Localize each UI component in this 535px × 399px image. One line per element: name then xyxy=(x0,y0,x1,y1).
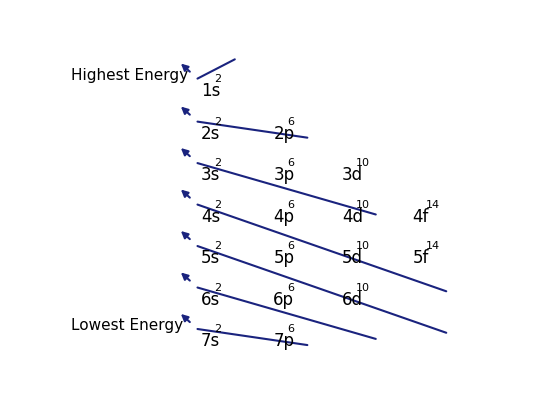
Text: 5d: 5d xyxy=(342,249,363,267)
Text: 4d: 4d xyxy=(342,207,363,226)
Text: 6: 6 xyxy=(287,283,294,293)
Text: Highest Energy: Highest Energy xyxy=(71,68,188,83)
Text: 10: 10 xyxy=(355,241,370,251)
Text: 2: 2 xyxy=(215,200,221,210)
Text: 10: 10 xyxy=(355,158,370,168)
Text: 6: 6 xyxy=(287,200,294,210)
Text: 6s: 6s xyxy=(201,290,220,308)
Text: 5p: 5p xyxy=(273,249,294,267)
Text: 14: 14 xyxy=(426,200,440,210)
Text: 2: 2 xyxy=(215,283,221,293)
Text: 2: 2 xyxy=(215,117,221,127)
Text: 6d: 6d xyxy=(342,290,363,308)
Text: 6: 6 xyxy=(287,241,294,251)
Text: 2p: 2p xyxy=(273,124,294,143)
Text: 4f: 4f xyxy=(412,207,429,226)
Text: 2: 2 xyxy=(215,241,221,251)
Text: 2: 2 xyxy=(215,74,221,84)
Text: 3s: 3s xyxy=(201,166,220,184)
Text: 2: 2 xyxy=(215,158,221,168)
Text: 5s: 5s xyxy=(201,249,220,267)
Text: 6: 6 xyxy=(287,324,294,334)
Text: 2s: 2s xyxy=(201,124,220,143)
Text: Lowest Energy: Lowest Energy xyxy=(71,318,183,333)
Text: 6p: 6p xyxy=(273,290,294,308)
Text: 3d: 3d xyxy=(342,166,363,184)
Text: 1s: 1s xyxy=(201,82,220,100)
Text: 10: 10 xyxy=(355,283,370,293)
Text: 14: 14 xyxy=(426,241,440,251)
Text: 7p: 7p xyxy=(273,332,294,350)
Text: 4s: 4s xyxy=(201,207,220,226)
Text: 2: 2 xyxy=(215,324,221,334)
Text: 4p: 4p xyxy=(273,207,294,226)
Text: 6: 6 xyxy=(287,117,294,127)
Text: 3p: 3p xyxy=(273,166,294,184)
Text: 10: 10 xyxy=(355,200,370,210)
Text: 7s: 7s xyxy=(201,332,220,350)
Text: 6: 6 xyxy=(287,158,294,168)
Text: 5f: 5f xyxy=(412,249,429,267)
